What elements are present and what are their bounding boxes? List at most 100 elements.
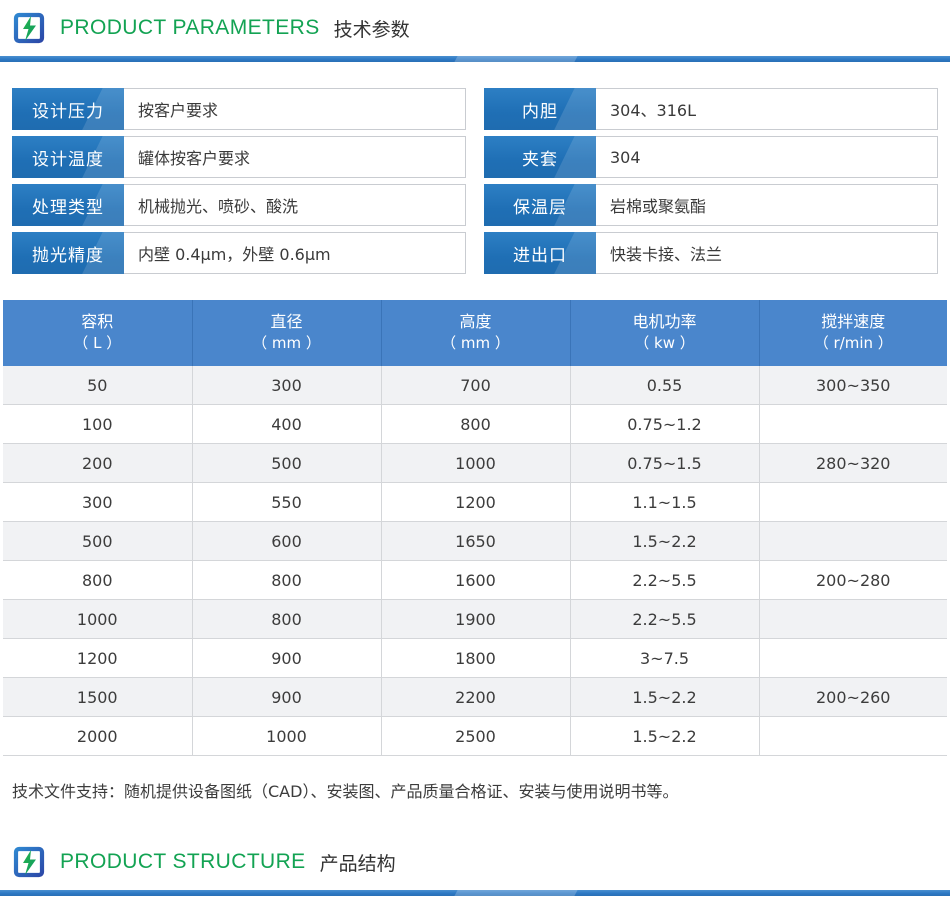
table-cell: 3~7.5 xyxy=(570,638,760,679)
column-header-unit: （ mm ） xyxy=(441,334,510,353)
spec-label: 内胆 xyxy=(484,88,596,130)
table-cell: 200 xyxy=(3,443,193,484)
column-header-diameter: 直径 （ mm ） xyxy=(192,300,382,366)
table-cell: 0.75~1.5 xyxy=(570,443,760,484)
spec-label: 处理类型 xyxy=(12,184,124,226)
table-cell: 1200 xyxy=(381,482,571,523)
technical-documents-note: 技术文件支持：随机提供设备图纸（CAD）、安装图、产品质量合格证、安装与使用说明… xyxy=(12,782,679,802)
table-cell: 2000 xyxy=(3,716,193,757)
table-cell: 1900 xyxy=(381,599,571,640)
table-cell xyxy=(759,404,947,445)
spec-row: 设计温度 罐体按客户要求 xyxy=(12,136,466,178)
table-cell: 1800 xyxy=(381,638,571,679)
spec-label: 设计温度 xyxy=(12,136,124,178)
table-cell: 2200 xyxy=(381,677,571,718)
table-cell: 1.5~2.2 xyxy=(570,677,760,718)
spec-table-wrap: 容积 （ L ） 直径 （ mm ） 高度 （ mm ） 电机功率 （ kw ）… xyxy=(0,300,950,757)
section-structure: PRODUCT STRUCTURE 产品结构 xyxy=(0,834,950,897)
table-body: 50 300 700 0.55 300~350 100 400 800 0.75… xyxy=(3,365,947,757)
table-cell: 280~320 xyxy=(759,443,947,484)
column-header-name: 高度 xyxy=(459,312,492,331)
column-header-name: 搅拌速度 xyxy=(821,312,886,331)
spec-value: 按客户要求 xyxy=(124,89,465,129)
spec-value: 罐体按客户要求 xyxy=(124,137,465,177)
table-cell: 300 xyxy=(192,365,382,406)
spec-table: 容积 （ L ） 直径 （ mm ） 高度 （ mm ） 电机功率 （ kw ）… xyxy=(3,300,947,757)
spec-value: 快装卡接、法兰 xyxy=(596,233,937,273)
brand-logo-icon xyxy=(12,845,46,879)
table-cell: 50 xyxy=(3,365,193,406)
table-cell: 700 xyxy=(381,365,571,406)
table-cell: 1200 xyxy=(3,638,193,679)
spec-value: 机械抛光、喷砂、酸洗 xyxy=(124,185,465,225)
table-cell: 800 xyxy=(192,560,382,601)
table-row: 1500 900 2200 1.5~2.2 200~260 xyxy=(3,677,947,718)
table-cell: 500 xyxy=(192,443,382,484)
table-cell: 100 xyxy=(3,404,193,445)
table-cell: 300 xyxy=(3,482,193,523)
column-header-stirring-speed: 搅拌速度 （ r/min ） xyxy=(759,300,947,366)
table-cell: 0.75~1.2 xyxy=(570,404,760,445)
table-cell: 600 xyxy=(192,521,382,562)
table-cell: 800 xyxy=(192,599,382,640)
spec-label: 设计压力 xyxy=(12,88,124,130)
section-title-en: PRODUCT STRUCTURE xyxy=(60,850,306,874)
spec-row: 内胆 304、316L xyxy=(484,88,938,130)
table-row: 50 300 700 0.55 300~350 xyxy=(3,365,947,406)
table-cell: 2500 xyxy=(381,716,571,757)
table-header: 容积 （ L ） 直径 （ mm ） 高度 （ mm ） 电机功率 （ kw ）… xyxy=(3,300,947,366)
table-cell: 300~350 xyxy=(759,365,947,406)
table-cell: 1.5~2.2 xyxy=(570,716,760,757)
column-header-unit: （ L ） xyxy=(73,334,122,353)
spec-value: 内壁 0.4μm，外壁 0.6μm xyxy=(124,233,465,273)
spec-value: 304 xyxy=(596,137,937,177)
table-cell xyxy=(759,599,947,640)
table-cell xyxy=(759,521,947,562)
column-header-volume: 容积 （ L ） xyxy=(3,300,193,366)
spec-value: 岩棉或聚氨酯 xyxy=(596,185,937,225)
section-divider-bar xyxy=(0,56,950,62)
column-header-height: 高度 （ mm ） xyxy=(381,300,571,366)
table-cell xyxy=(759,482,947,523)
table-cell: 1650 xyxy=(381,521,571,562)
table-cell: 900 xyxy=(192,677,382,718)
table-row: 500 600 1650 1.5~2.2 xyxy=(3,521,947,562)
table-cell: 1500 xyxy=(3,677,193,718)
table-cell: 1000 xyxy=(381,443,571,484)
table-cell: 1600 xyxy=(381,560,571,601)
table-cell: 1.5~2.2 xyxy=(570,521,760,562)
column-header-unit: （ kw ） xyxy=(634,334,695,353)
table-row: 300 550 1200 1.1~1.5 xyxy=(3,482,947,523)
table-cell: 550 xyxy=(192,482,382,523)
section-header-parameters: PRODUCT PARAMETERS 技术参数 xyxy=(0,0,950,56)
spec-label: 抛光精度 xyxy=(12,232,124,274)
brand-logo-icon xyxy=(12,11,46,45)
table-cell: 0.55 xyxy=(570,365,760,406)
table-row: 2000 1000 2500 1.5~2.2 xyxy=(3,716,947,757)
spec-label: 保温层 xyxy=(484,184,596,226)
table-row: 800 800 1600 2.2~5.5 200~280 xyxy=(3,560,947,601)
table-cell: 1000 xyxy=(192,716,382,757)
table-cell: 400 xyxy=(192,404,382,445)
section-title-cn: 技术参数 xyxy=(333,18,410,41)
table-cell: 1.1~1.5 xyxy=(570,482,760,523)
spec-row: 夹套 304 xyxy=(484,136,938,178)
table-header-row: 容积 （ L ） 直径 （ mm ） 高度 （ mm ） 电机功率 （ kw ）… xyxy=(3,300,947,366)
table-cell: 200~260 xyxy=(759,677,947,718)
section-header-structure: PRODUCT STRUCTURE 产品结构 xyxy=(0,834,950,890)
section-title-cn: 产品结构 xyxy=(319,852,396,875)
spec-column-left: 设计压力 按客户要求 设计温度 罐体按客户要求 处理类型 机械抛光、喷砂、酸洗 … xyxy=(12,88,466,280)
table-cell: 2.2~5.5 xyxy=(570,599,760,640)
section-title-en: PRODUCT PARAMETERS xyxy=(60,16,320,39)
spec-row: 进出口 快装卡接、法兰 xyxy=(484,232,938,274)
table-cell: 2.2~5.5 xyxy=(570,560,760,601)
spec-row: 设计压力 按客户要求 xyxy=(12,88,466,130)
table-cell: 500 xyxy=(3,521,193,562)
column-header-unit: （ mm ） xyxy=(252,334,321,353)
column-header-name: 直径 xyxy=(270,312,303,331)
column-header-name: 电机功率 xyxy=(632,312,697,331)
table-cell: 1000 xyxy=(3,599,193,640)
spec-column-right: 内胆 304、316L 夹套 304 保温层 岩棉或聚氨酯 进出口 快装卡接、法… xyxy=(484,88,938,280)
table-cell: 900 xyxy=(192,638,382,679)
table-row: 1000 800 1900 2.2~5.5 xyxy=(3,599,947,640)
